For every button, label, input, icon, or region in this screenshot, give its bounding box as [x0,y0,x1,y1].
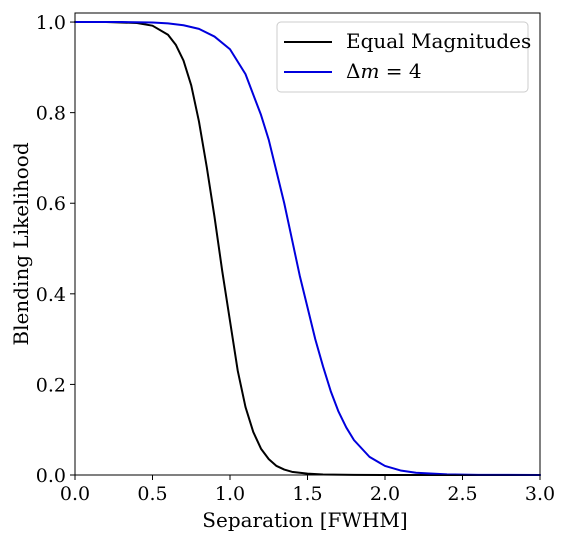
legend-label-equal-magnitudes: Equal Magnitudes [346,29,531,53]
legend: Equal Magnitudes Δm = 4 [276,21,531,93]
x-tick-label: 2.5 [447,483,477,505]
series-line-delta-m-4 [74,21,541,476]
x-tick-label: 1.0 [215,483,245,505]
x-tick-label: 0.0 [60,483,90,505]
y-tick-label: 0.6 [36,193,66,215]
axis-ticks: 0.0 0.5 1.0 1.5 2.0 2.5 3.0 0.0 0.2 0.4 0.6 0.8 1.0 [36,12,555,505]
x-tick-label: 3.0 [525,483,555,505]
y-tick-label: 0.0 [36,465,66,487]
legend-box [276,21,529,93]
legend-label-delta-prefix: Δ [346,59,360,83]
legend-label-delta-suffix: = 4 [379,59,421,83]
y-tick-label: 1.0 [36,12,66,34]
y-tick-label: 0.2 [36,374,66,396]
legend-label-delta-m-4: Δm = 4 [346,59,422,83]
x-tick-label: 1.5 [292,483,322,505]
x-tick-label: 2.0 [370,483,400,505]
x-tick-label: 0.5 [137,483,167,505]
x-axis-label: Separation [FWHM] [202,508,407,532]
y-tick-label: 0.8 [36,103,66,125]
y-tick-label: 0.4 [36,284,66,306]
series-line-equal-magnitudes [74,21,541,476]
legend-label-delta-variable: m [360,59,379,83]
y-axis-label: Blending Likelihood [9,142,33,345]
plot-area [74,21,541,476]
